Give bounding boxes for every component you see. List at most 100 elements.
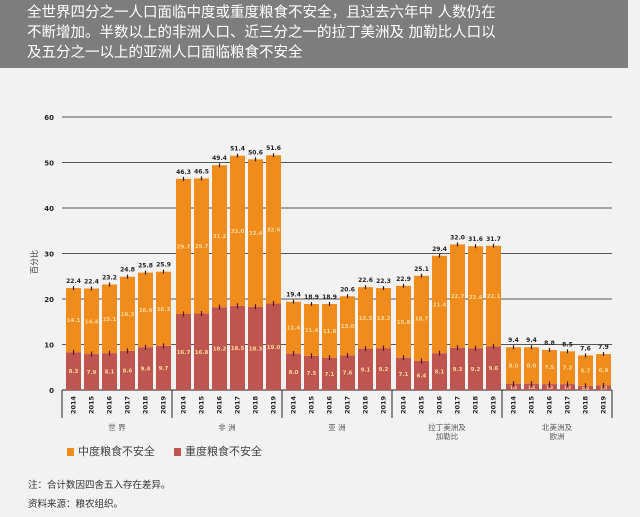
moderate-label: 6.9 bbox=[599, 368, 609, 374]
bar-severe bbox=[120, 350, 135, 390]
year-label: 2016 bbox=[546, 395, 554, 414]
moderate-label: 7.5 bbox=[545, 365, 555, 371]
total-label: 23.2 bbox=[102, 274, 117, 281]
bar-severe bbox=[304, 355, 319, 390]
year-label: 2016 bbox=[326, 395, 334, 414]
severe-label: 8.1 bbox=[435, 370, 445, 376]
year-label: 2014 bbox=[70, 395, 78, 414]
bar-moderate bbox=[414, 275, 429, 361]
group-label: 北美洲及 bbox=[542, 422, 572, 432]
bar-severe bbox=[450, 347, 465, 390]
severe-label: 19.0 bbox=[267, 345, 281, 351]
bar-severe bbox=[396, 357, 411, 390]
group-label: 欧洲 bbox=[550, 431, 565, 440]
total-label: 31.6 bbox=[468, 236, 483, 243]
severe-label: 9.7 bbox=[159, 366, 169, 372]
year-label: 2019 bbox=[380, 395, 388, 414]
severe-label: 9.1 bbox=[361, 367, 371, 373]
moderate-label: 15.1 bbox=[103, 317, 117, 323]
bar-moderate bbox=[102, 284, 117, 354]
severe-label: 18.5 bbox=[231, 346, 245, 352]
year-label: 2015 bbox=[308, 395, 316, 414]
moderate-label: 32.6 bbox=[267, 227, 281, 233]
total-label: 51.6 bbox=[266, 145, 281, 152]
severe-label: 7.5 bbox=[307, 371, 317, 377]
year-label: 2019 bbox=[600, 395, 608, 414]
bar-moderate bbox=[322, 304, 337, 358]
year-label: 2017 bbox=[564, 396, 572, 414]
legend-label-moderate: 中度粮食不安全 bbox=[78, 445, 155, 458]
severe-label: 7.9 bbox=[87, 370, 97, 376]
moderate-label: 11.4 bbox=[287, 326, 301, 332]
stacked-bar-chart: 0 10 20 30 40 50 60 百分比 22.4 14.1 8.3 2014 22.4 14.4 7… bbox=[29, 114, 613, 440]
year-label: 2014 bbox=[180, 395, 188, 414]
moderate-label: 32.4 bbox=[249, 231, 263, 237]
moderate-label: 21.4 bbox=[433, 302, 447, 308]
bar-severe bbox=[212, 307, 227, 390]
legend-severe: 重度粮食不安全 bbox=[174, 443, 262, 459]
header-banner: 全世界四分之一人口面临中度或重度粮食不安全，且过去六年中 人数仍在不断增加。半数… bbox=[0, 0, 628, 68]
total-label: 18.9 bbox=[304, 294, 319, 301]
bar-moderate bbox=[286, 301, 301, 354]
moderate-label: 33.0 bbox=[231, 229, 245, 235]
moderate-label: 8.0 bbox=[527, 363, 537, 369]
total-label: 51.4 bbox=[230, 146, 245, 153]
year-label: 2018 bbox=[142, 395, 150, 414]
severe-label: 18.2 bbox=[213, 347, 227, 353]
severe-label: 9.3 bbox=[453, 367, 463, 373]
legend-moderate: 中度粮食不安全 bbox=[67, 443, 155, 459]
severe-label: 7.1 bbox=[325, 372, 335, 378]
bar-moderate bbox=[340, 296, 355, 356]
bar-moderate bbox=[230, 155, 245, 306]
severe-label: 7.1 bbox=[399, 372, 409, 378]
bar-severe bbox=[322, 357, 337, 390]
moderate-label: 29.7 bbox=[177, 244, 191, 250]
bar-severe bbox=[340, 355, 355, 390]
legend-swatch-severe bbox=[174, 448, 181, 456]
total-label: 24.8 bbox=[120, 267, 135, 274]
total-label: 31.7 bbox=[486, 236, 501, 243]
group-label: 拉丁美洲及 bbox=[428, 422, 466, 432]
year-label: 2018 bbox=[252, 395, 260, 414]
total-label: 19.4 bbox=[286, 292, 301, 299]
bar-severe bbox=[432, 353, 447, 390]
y-axis-title: 百分比 bbox=[29, 250, 39, 274]
bar-severe bbox=[138, 347, 153, 390]
bar-moderate bbox=[542, 349, 557, 385]
y-tick-label: 20 bbox=[44, 296, 54, 304]
year-label: 2018 bbox=[362, 395, 370, 414]
severe-label: 9.6 bbox=[489, 366, 499, 372]
moderate-label: 16.3 bbox=[157, 307, 171, 313]
severe-label: 8.3 bbox=[69, 369, 79, 375]
total-label: 25.8 bbox=[138, 263, 153, 270]
year-label: 2017 bbox=[124, 396, 132, 414]
bar-moderate bbox=[468, 246, 483, 349]
bar-severe bbox=[156, 345, 171, 390]
year-label: 2015 bbox=[528, 395, 536, 414]
bar-severe bbox=[414, 360, 429, 390]
bar-moderate bbox=[304, 304, 319, 356]
moderate-label: 29.7 bbox=[195, 244, 209, 250]
total-label: 8.5 bbox=[562, 341, 573, 348]
bar-moderate bbox=[432, 255, 447, 354]
legend-swatch-moderate bbox=[67, 448, 74, 456]
severe-label: 9.2 bbox=[379, 367, 389, 373]
bar-moderate bbox=[248, 159, 263, 307]
moderate-label: 22.1 bbox=[487, 294, 501, 300]
y-tick-label: 0 bbox=[49, 387, 54, 395]
moderate-label: 22.4 bbox=[469, 295, 483, 301]
total-label: 32.0 bbox=[450, 234, 465, 241]
y-tick-label: 50 bbox=[44, 160, 54, 168]
moderate-label: 11.4 bbox=[305, 328, 319, 334]
bar-moderate bbox=[176, 178, 191, 315]
severe-label: 9.2 bbox=[471, 367, 481, 373]
year-label: 2019 bbox=[490, 395, 498, 414]
severe-label: 1.3 bbox=[546, 385, 553, 390]
year-label: 2014 bbox=[510, 395, 518, 414]
bar-severe bbox=[524, 383, 539, 390]
year-label: 2015 bbox=[88, 395, 96, 414]
severe-label: 16.8 bbox=[195, 350, 209, 356]
year-label: 2017 bbox=[344, 396, 352, 414]
bar-severe bbox=[266, 303, 281, 390]
group-label: 亚 洲 bbox=[328, 423, 345, 432]
